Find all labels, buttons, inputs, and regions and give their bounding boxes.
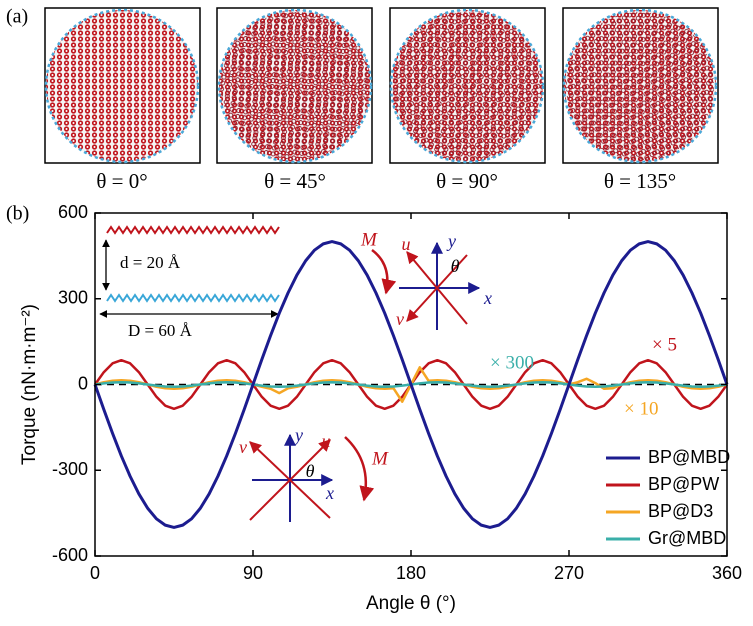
legend-label: BP@D3 [648, 501, 713, 521]
x-tick-label: 90 [243, 563, 263, 583]
inset-label: d = 20 Å [120, 253, 181, 272]
inset-label: D = 60 Å [128, 321, 193, 340]
y-tick-label: 0 [78, 373, 88, 393]
annotation: × 5 [652, 334, 677, 355]
image-caption: θ = 45° [264, 169, 326, 193]
x-tick-label: 180 [396, 563, 426, 583]
diagram-label: x [483, 288, 492, 308]
diagram-label: θ [451, 256, 460, 276]
rotation-arrow [371, 249, 397, 295]
diagram-label: θ [306, 461, 315, 481]
lattice-overlay [566, 12, 714, 160]
image-caption: θ = 90° [436, 169, 498, 193]
y-tick-label: 300 [58, 288, 88, 308]
annotation: × 300 [490, 352, 534, 373]
lattice-image [44, 8, 200, 164]
legend-label: BP@PW [648, 474, 719, 494]
legend-label: Gr@MBD [648, 528, 726, 548]
y-axis-label: Torque (nN·m·m⁻²) [19, 304, 40, 465]
y-tick-label: -300 [52, 459, 88, 479]
layer-sketch [106, 225, 280, 235]
diagram-label: M [371, 448, 389, 469]
x-tick-label: 0 [90, 563, 100, 583]
diagram-label: x [325, 483, 334, 503]
image-caption: θ = 0° [96, 169, 147, 193]
x-axis-label: Angle θ (°) [366, 593, 456, 614]
diagram-label: v [396, 309, 404, 329]
panel-label: (b) [6, 203, 29, 225]
y-tick-label: -600 [52, 545, 88, 565]
annotation: × 10 [624, 398, 658, 419]
panel-label: (a) [6, 6, 28, 28]
diagram-label: u [322, 431, 331, 451]
series-line [93, 240, 729, 529]
diagram-label: y [293, 425, 303, 445]
x-tick-label: 270 [554, 563, 584, 583]
image-caption: θ = 135° [604, 169, 676, 193]
diagram-label: v [239, 437, 247, 457]
y-tick-label: 600 [58, 202, 88, 222]
x-tick-label: 360 [712, 563, 742, 583]
lattice-overlay [393, 12, 541, 160]
lattice-overlay [221, 12, 369, 160]
layer-sketch [106, 293, 280, 303]
diagram-axis [249, 441, 331, 519]
diagram-axis [406, 254, 468, 322]
diagram-label: M [360, 229, 378, 250]
diagram-label: u [402, 234, 411, 254]
legend-label: BP@MBD [648, 447, 730, 467]
panel-a: θ = 0° θ = 45° θ = 90° θ = 135° [44, 7, 719, 193]
diagram-label: y [446, 231, 456, 251]
rotation-arrow [344, 436, 375, 502]
